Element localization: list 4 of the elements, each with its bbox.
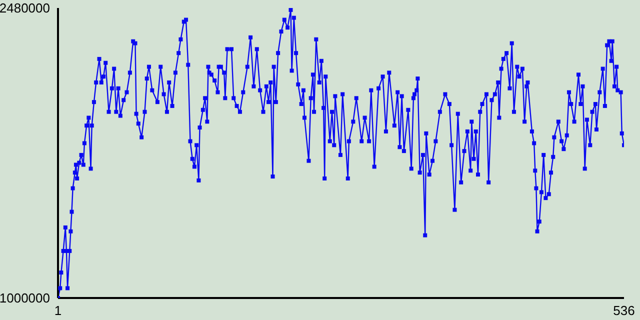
y-tick-label: 1000000	[0, 290, 50, 306]
y-tick-label: 2480000	[0, 0, 50, 16]
x-tick-label: 1	[54, 303, 62, 318]
x-tick-label: 536	[613, 303, 635, 318]
